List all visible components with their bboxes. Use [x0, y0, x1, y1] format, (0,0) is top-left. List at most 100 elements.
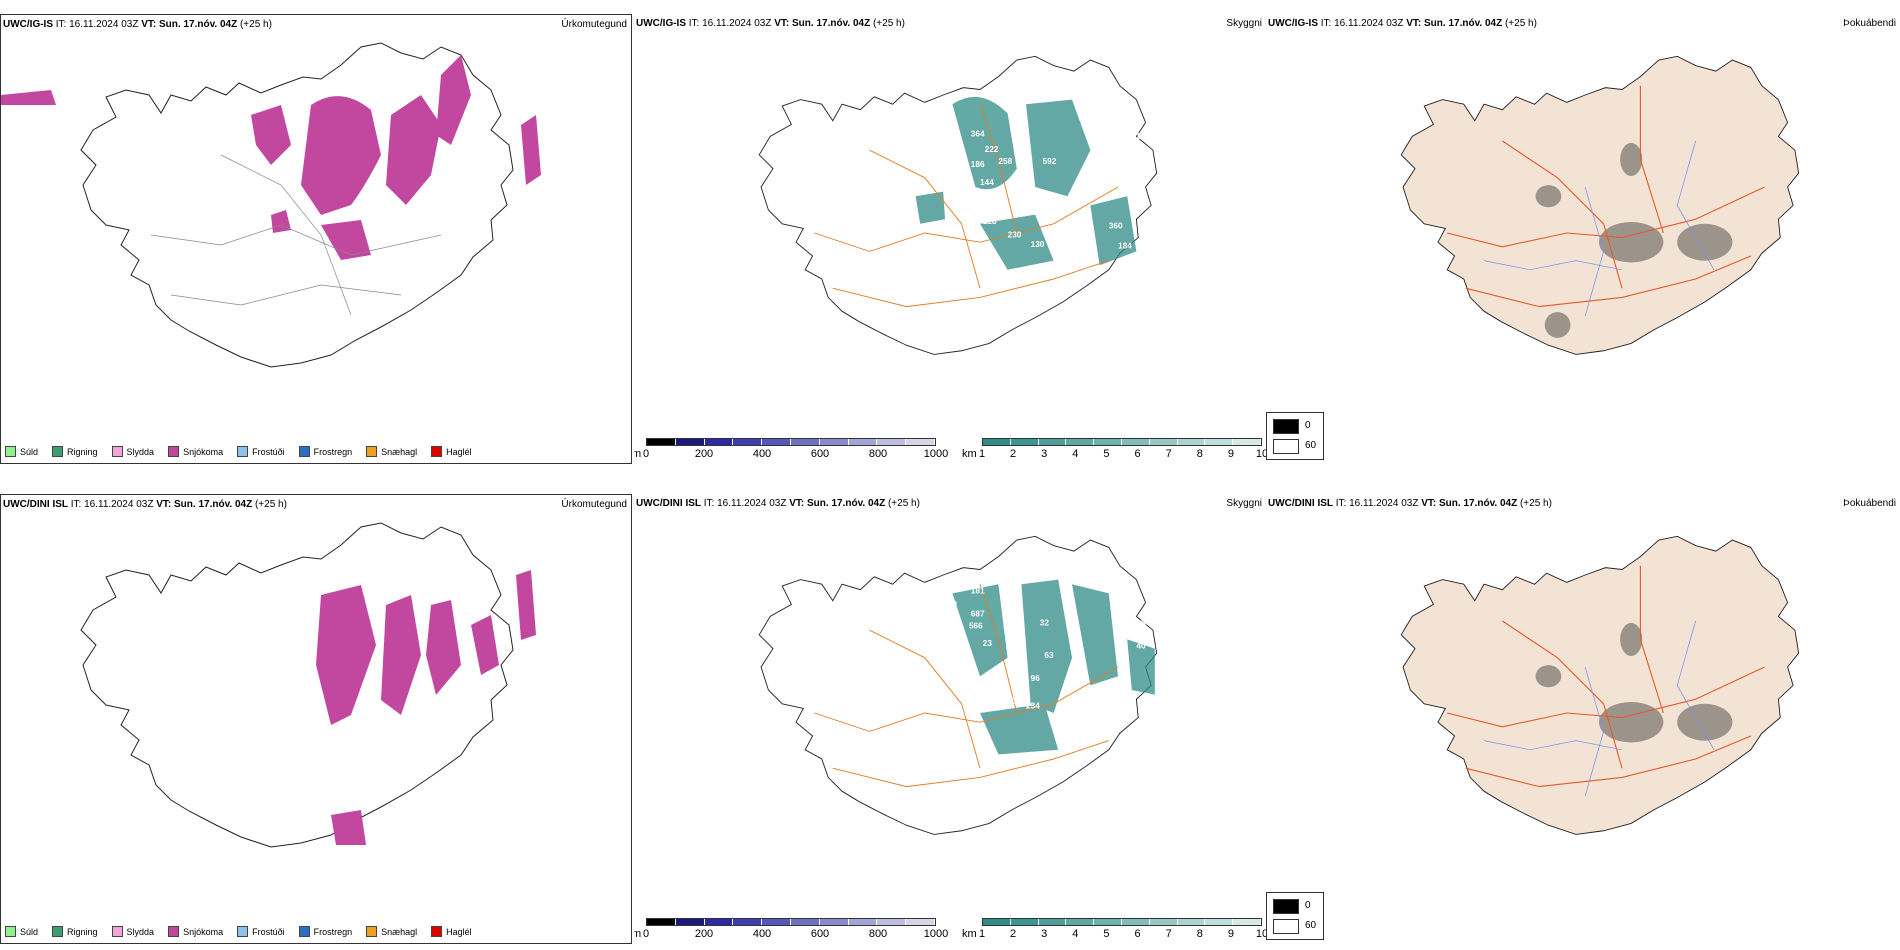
- panel-header: UWC/IG-IS IT: 16.11.2024 03Z VT: Sun. 17…: [636, 18, 905, 29]
- visibility-value: 32: [1040, 619, 1050, 628]
- visibility-value: 566: [969, 621, 983, 630]
- legend-swatch: [298, 926, 310, 937]
- colorbar-tick: 3: [1041, 928, 1048, 940]
- legend-item: Snjókoma: [168, 926, 223, 937]
- panel-header: UWC/DINI ISL IT: 16.11.2024 03Z VT: Sun.…: [636, 498, 920, 509]
- legend-item: Rigning: [52, 926, 98, 937]
- legend-swatch: [52, 446, 64, 457]
- legend-item: Haglél: [431, 926, 472, 937]
- fog-legend: 0 60: [1266, 892, 1324, 940]
- panel-title: Þokuábendi: [1843, 498, 1896, 509]
- colorbar-tick: 1000: [923, 448, 949, 460]
- visibility-panel: UWC/IG-IS IT: 16.11.2024 03Z VT: Sun. 17…: [634, 14, 1266, 464]
- panel-header: UWC/DINI ISL IT: 16.11.2024 03Z VT: Sun.…: [1268, 498, 1552, 509]
- fog-map: [1400, 535, 1800, 835]
- visibility-value: 23: [983, 639, 993, 648]
- colorbar-tick: 2: [1010, 928, 1017, 940]
- panel-header: UWC/DINI ISL IT: 16.11.2024 03Z VT: Sun.…: [3, 499, 287, 510]
- visibility-value: 15: [952, 341, 962, 350]
- legend-label: Snjókoma: [183, 926, 224, 937]
- precip-map: [80, 522, 536, 848]
- panel-title: Skyggni: [1226, 18, 1262, 29]
- visibility-value: 518: [1003, 621, 1017, 630]
- colorbar-tick: 1: [978, 928, 986, 940]
- visibility-value: 144: [980, 178, 994, 187]
- colorbar-tick: 0: [642, 448, 650, 460]
- colorbar-tick: 5: [1103, 928, 1110, 940]
- legend-label: Súld: [20, 446, 39, 457]
- legend-swatch: [111, 926, 123, 937]
- legend-label: Slydda: [126, 926, 155, 937]
- visibility-value: 135: [906, 221, 920, 230]
- precip-type-panel: UWC/DINI ISL IT: 16.11.2024 03Z VT: Sun.…: [0, 494, 632, 944]
- visibility-value: 84: [1141, 619, 1151, 628]
- visibility-value: 181: [971, 586, 985, 595]
- panel-header: UWC/IG-IS IT: 16.11.2024 03Z VT: Sun. 17…: [1268, 18, 1537, 29]
- visibility-value: 402: [1127, 132, 1141, 141]
- panel-title: Skyggni: [1226, 498, 1262, 509]
- colorbar-tick: 0: [642, 928, 650, 940]
- legend-label: Haglél: [446, 926, 472, 937]
- visibility-value: 142: [1049, 194, 1063, 203]
- colorbar-tick: 800: [868, 928, 888, 940]
- visibility-map: 181 20 687 566 518 32 103 84 97 23 63 40 96 220 120 432…: [758, 535, 1164, 835]
- legend-item: Frostregn: [298, 926, 352, 937]
- legend-label: Frostúði: [252, 446, 285, 457]
- legend-swatch: [5, 926, 16, 937]
- visibility-value: 364: [971, 129, 985, 138]
- colorbar-tick: 9: [1227, 448, 1234, 460]
- snow-areas: [251, 55, 541, 260]
- visibility-value: 366: [948, 143, 962, 152]
- legend-item: Haglél: [431, 446, 472, 457]
- precip-type-panel: UWC/IG-IS IT: 16.11.2024 03Z VT: Sun. 17…: [0, 14, 632, 464]
- visibility-labels: 181 20 687 566 518 32 103 84 97 23 63 40 96 220 120 432…: [888, 586, 1164, 715]
- visibility-value: 120: [977, 678, 991, 687]
- panel-header: UWC/IG-IS IT: 16.11.2024 03Z VT: Sun. 17…: [3, 19, 272, 30]
- legend-item: Snæhagl: [366, 926, 417, 937]
- visibility-value: 687: [971, 609, 985, 618]
- visibility-value: 130: [1031, 240, 1045, 249]
- visibility-value: 96: [1031, 674, 1041, 683]
- legend-label: Frostúði: [252, 926, 285, 937]
- legend-swatch: [298, 446, 310, 457]
- colorbar-tick: 400: [752, 928, 772, 940]
- visibility-value: 40: [1136, 642, 1146, 651]
- colorbar-tick: 4: [1072, 928, 1079, 940]
- legend-item: Rigning: [52, 446, 98, 457]
- visibility-value: 14: [1058, 238, 1068, 247]
- legend-label: Slydda: [126, 446, 155, 457]
- visibility-value: 108: [1058, 701, 1072, 710]
- visibility-value: 222: [985, 145, 999, 154]
- legend-swatch: [366, 446, 378, 457]
- fog-map: [1400, 55, 1800, 355]
- visibility-value: 25: [1098, 706, 1108, 715]
- visibility-value: 397: [1123, 154, 1137, 163]
- colorbar-tick: 9: [1227, 928, 1234, 940]
- legend-item: Snæhagl: [366, 446, 417, 457]
- colorbar-tick: 10: [1255, 928, 1266, 940]
- legend-label: Snæhagl: [381, 926, 418, 937]
- colorbar-tick: 7: [1165, 448, 1172, 460]
- fog-panel: UWC/DINI ISL IT: 16.11.2024 03Z VT: Sun.…: [1266, 494, 1900, 944]
- legend-label: Haglél: [446, 446, 472, 457]
- colorbar-tick: 8: [1196, 448, 1203, 460]
- colorbar-tick: 200: [694, 448, 714, 460]
- visibility-value: 63: [1044, 651, 1054, 660]
- visibility-value: 103: [1127, 596, 1141, 605]
- legend-label: Rigning: [67, 446, 98, 457]
- legend-label: Súld: [20, 926, 39, 937]
- legend-item: Snjókoma: [168, 446, 223, 457]
- legend-swatch: [168, 446, 180, 457]
- colorbar-tick: 200: [694, 928, 714, 940]
- colorbar-tick: 2: [1010, 448, 1017, 460]
- visibility-map: 364 366 222 651 186 258 592 144 402 397 142 128 135 2…: [758, 55, 1158, 355]
- visibility-value: 128: [983, 217, 997, 226]
- colorbar-tick: 8: [1196, 928, 1203, 940]
- legend-label: Snjókoma: [183, 446, 224, 457]
- colorbar-tick: 3: [1041, 448, 1048, 460]
- colorbar-tick: 10: [1255, 448, 1266, 460]
- legend-item: Súld: [5, 446, 38, 457]
- legend-label: Rigning: [67, 926, 98, 937]
- legend-item: Súld: [5, 926, 38, 937]
- visibility-value: 234: [1026, 701, 1040, 710]
